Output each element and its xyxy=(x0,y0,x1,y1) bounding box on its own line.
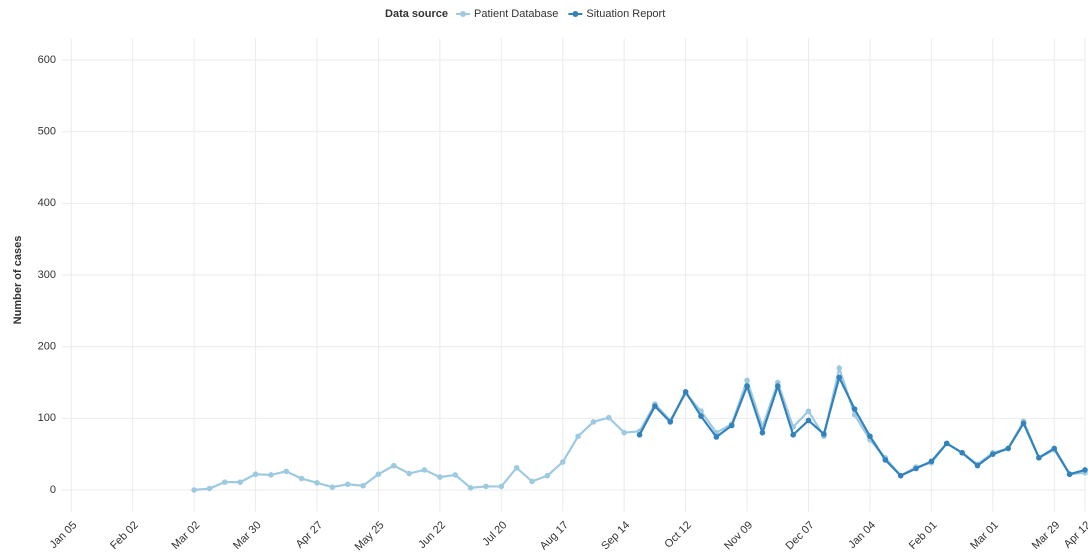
x-tick-label: Oct 12 xyxy=(662,519,693,550)
x-tick-label: Sep 14 xyxy=(599,519,632,552)
data-point xyxy=(851,406,858,412)
data-point xyxy=(882,457,889,463)
x-tick-label: Feb 01 xyxy=(907,519,940,552)
data-point xyxy=(836,365,843,371)
data-point xyxy=(913,465,919,472)
data-point xyxy=(759,429,766,436)
data-point xyxy=(713,434,720,440)
data-point xyxy=(498,483,505,490)
data-point xyxy=(483,483,489,490)
x-tick-label: Dec 07 xyxy=(784,519,817,552)
data-point xyxy=(252,471,259,478)
data-point xyxy=(1066,471,1073,478)
data-point xyxy=(559,459,566,465)
data-point xyxy=(467,485,474,491)
data-point xyxy=(990,451,996,457)
y-tick-label: 400 xyxy=(38,197,56,209)
data-point xyxy=(406,470,412,477)
x-tick-label: Mar 01 xyxy=(968,519,1001,552)
legend-title: Data source xyxy=(385,8,448,20)
data-point xyxy=(437,474,443,480)
data-point xyxy=(344,481,351,488)
data-point xyxy=(959,449,965,456)
data-point xyxy=(298,475,305,482)
data-point xyxy=(867,433,873,440)
data-point xyxy=(529,478,535,485)
y-tick-label: 100 xyxy=(38,412,56,424)
data-point xyxy=(329,484,336,490)
data-point xyxy=(974,462,981,469)
data-point xyxy=(928,458,935,465)
x-tick-label: Nov 09 xyxy=(722,519,755,552)
data-point xyxy=(621,429,627,436)
data-point xyxy=(283,468,290,475)
data-point xyxy=(836,374,843,381)
x-tick-label: Jul 20 xyxy=(480,519,509,548)
x-tick-label: May 25 xyxy=(353,519,387,553)
data-point xyxy=(1020,420,1027,427)
data-point xyxy=(513,464,520,471)
data-point xyxy=(590,419,597,425)
legend-swatch-dot xyxy=(572,11,579,17)
data-point xyxy=(728,422,735,429)
data-point xyxy=(698,413,704,419)
data-point xyxy=(1051,445,1058,452)
data-point xyxy=(360,482,366,489)
x-tick-label: Jan 04 xyxy=(846,519,878,551)
x-tick-label: Feb 02 xyxy=(108,519,141,552)
x-tick-label: Mar 29 xyxy=(1030,519,1063,552)
data-point xyxy=(375,471,382,478)
data-point xyxy=(1036,454,1042,461)
data-point xyxy=(268,472,274,478)
data-point xyxy=(805,417,812,424)
data-point xyxy=(744,383,750,389)
legend-label: Patient Database xyxy=(474,8,558,20)
data-point xyxy=(452,472,459,478)
y-tick-label: 200 xyxy=(38,341,56,353)
data-point xyxy=(1082,467,1088,473)
data-point xyxy=(636,432,643,438)
data-point xyxy=(943,440,950,447)
data-point xyxy=(575,433,581,440)
data-point xyxy=(652,403,658,409)
x-tick-label: Apr 12 xyxy=(1062,519,1088,550)
data-point xyxy=(606,414,612,421)
x-tick-label: Mar 30 xyxy=(231,519,264,552)
x-tick-label: Mar 02 xyxy=(170,519,203,552)
y-tick-label: 0 xyxy=(50,484,56,496)
data-point xyxy=(805,408,812,414)
data-point xyxy=(1005,445,1011,452)
data-point xyxy=(222,479,228,485)
x-tick-label: Jan 05 xyxy=(48,519,80,551)
y-tick-label: 600 xyxy=(38,54,56,66)
data-point xyxy=(191,487,197,493)
data-point xyxy=(744,377,750,384)
data-point xyxy=(314,480,320,486)
y-tick-label: 300 xyxy=(38,269,56,281)
legend-swatch-dot xyxy=(460,11,466,17)
data-point xyxy=(774,383,781,389)
data-point xyxy=(821,431,827,437)
legend-label: Situation Report xyxy=(586,8,665,20)
data-point xyxy=(390,462,397,469)
x-tick-label: Jun 22 xyxy=(416,519,448,551)
data-point xyxy=(544,472,551,479)
x-tick-label: Apr 27 xyxy=(294,519,325,550)
data-point xyxy=(790,432,796,438)
data-point xyxy=(667,419,674,425)
y-tick-label: 500 xyxy=(38,126,56,138)
data-point xyxy=(682,389,689,395)
data-point xyxy=(897,472,904,479)
data-point xyxy=(421,467,428,473)
data-point xyxy=(206,485,213,492)
series-line xyxy=(638,374,1086,477)
x-tick-label: Aug 17 xyxy=(538,519,571,552)
y-axis-label: Number of cases xyxy=(12,236,24,325)
data-point xyxy=(237,479,243,485)
